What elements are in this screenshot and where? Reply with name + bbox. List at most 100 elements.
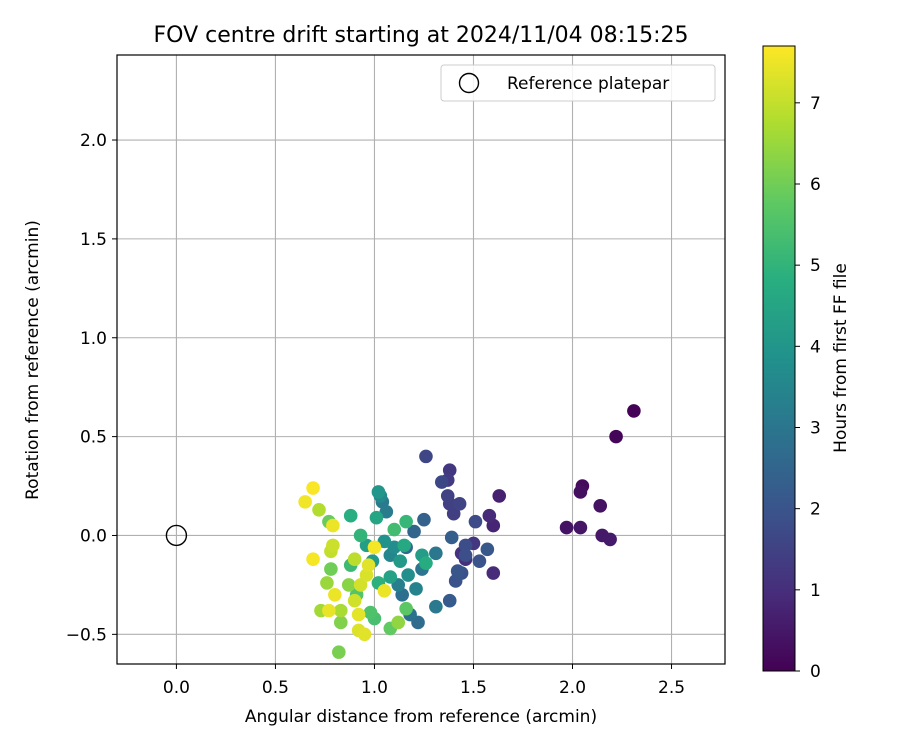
colorbar-tick-label: 3	[810, 418, 821, 438]
scatter-point	[391, 615, 406, 630]
scatter-point	[458, 548, 473, 563]
colorbar-label: Hours from first FF file	[831, 263, 851, 453]
y-tick-label: 2.0	[80, 131, 107, 151]
colorbar-tick-label: 0	[810, 662, 821, 682]
scatter-point	[593, 499, 608, 513]
colorbar-tick-label: 2	[810, 500, 821, 520]
x-tick-label: 1.0	[361, 678, 388, 698]
scatter-point	[353, 528, 368, 543]
scatter-point	[573, 485, 588, 499]
scatter-point	[369, 510, 384, 525]
scatter-point	[397, 538, 411, 553]
scatter-point	[347, 552, 362, 567]
scatter-point	[468, 514, 483, 529]
scatter-point	[341, 578, 356, 592]
scatter-point	[347, 593, 362, 608]
colorbar-tick-label: 6	[810, 175, 821, 195]
scatter-point	[357, 627, 372, 642]
scatter-point	[458, 538, 473, 553]
scatter-point	[298, 495, 312, 509]
scatter-point	[328, 587, 342, 602]
scatter-point	[609, 429, 623, 444]
scatter-point	[401, 568, 415, 582]
colorbar-tick-label: 7	[810, 94, 821, 114]
colorbar: 0 1 2 3 4 5 6 7 Hours from first FF file	[762, 45, 851, 682]
scatter-point	[450, 564, 465, 578]
scatter-point	[486, 566, 501, 580]
scatter-point	[383, 570, 398, 584]
scatter-point	[480, 542, 495, 557]
y-tick-label: 0.5	[80, 428, 107, 448]
scatter-point	[444, 530, 459, 545]
scatter-point	[399, 514, 413, 529]
scatter-point	[417, 512, 431, 527]
scatter-point	[343, 508, 358, 523]
x-tick-label: 0.0	[163, 678, 190, 698]
scatter-point	[322, 603, 336, 618]
colorbar-gradient	[762, 45, 796, 672]
scatter-point	[379, 504, 394, 519]
scatter-point	[306, 481, 320, 495]
scatter-point	[361, 558, 376, 572]
y-tick-label: 1.5	[80, 230, 107, 250]
colorbar-ticks: 0 1 2 3 4 5 6 7	[795, 94, 821, 682]
scatter-point	[559, 520, 574, 535]
x-tick-label: 1.5	[460, 678, 487, 698]
plot-frame	[116, 54, 726, 665]
legend-box	[440, 64, 716, 102]
scatter-point	[332, 645, 346, 659]
scatter-points	[298, 404, 641, 659]
scatter-point	[419, 449, 433, 464]
colorbar-tick-label: 1	[810, 581, 821, 601]
scatter-point	[627, 404, 641, 418]
scatter-point	[399, 601, 413, 616]
scatter-point	[367, 540, 382, 555]
scatter-point	[573, 520, 588, 535]
chart-title: FOV centre drift starting at 2024/11/04 …	[154, 23, 689, 48]
scatter-point	[442, 593, 457, 608]
grid-lines	[117, 55, 725, 664]
scatter-point	[482, 508, 497, 523]
scatter-point	[387, 522, 402, 537]
scatter-point	[492, 489, 507, 503]
scatter-point	[429, 599, 443, 614]
colorbar-tick-label: 4	[810, 337, 821, 357]
scatter-point	[472, 554, 487, 568]
scatter-point	[324, 562, 338, 576]
y-axis-label: Rotation from reference (arcmin)	[23, 220, 43, 500]
reference-marker-group	[165, 524, 188, 547]
scatter-point	[320, 576, 334, 590]
legend-entry-reference: Reference platepar	[507, 74, 669, 94]
scatter-point	[440, 489, 455, 503]
scatter-point	[452, 497, 467, 511]
scatter-point	[371, 485, 386, 499]
scatter-point	[407, 524, 421, 539]
scatter-point	[351, 607, 366, 622]
scatter-point	[377, 584, 392, 598]
x-axis-ticks: 0.0 0.5 1.0 1.5 2.0 2.5	[163, 664, 685, 698]
scatter-point	[393, 554, 408, 568]
x-tick-label: 0.5	[262, 678, 289, 698]
scatter-point	[409, 582, 423, 596]
scatter-point	[326, 538, 340, 553]
scatter-point	[363, 605, 378, 620]
legend-reference-marker	[458, 72, 480, 94]
scatter-point	[429, 546, 443, 561]
scatter-point	[419, 556, 433, 570]
scatter-point	[434, 475, 449, 489]
y-tick-label: 1.0	[80, 329, 107, 349]
scatter-point	[333, 603, 348, 618]
scatter-point	[326, 518, 340, 533]
scatter-point	[306, 552, 320, 567]
x-axis-label: Angular distance from reference (arcmin)	[245, 707, 597, 727]
legend: Reference platepar	[440, 64, 716, 102]
scatter-point	[312, 502, 326, 517]
y-tick-label: −0.5	[66, 625, 107, 645]
scatter-point	[333, 615, 348, 630]
y-tick-label: 0.0	[80, 526, 107, 546]
x-tick-label: 2.0	[559, 678, 586, 698]
scatter-point	[377, 534, 392, 549]
x-tick-label: 2.5	[658, 678, 685, 698]
